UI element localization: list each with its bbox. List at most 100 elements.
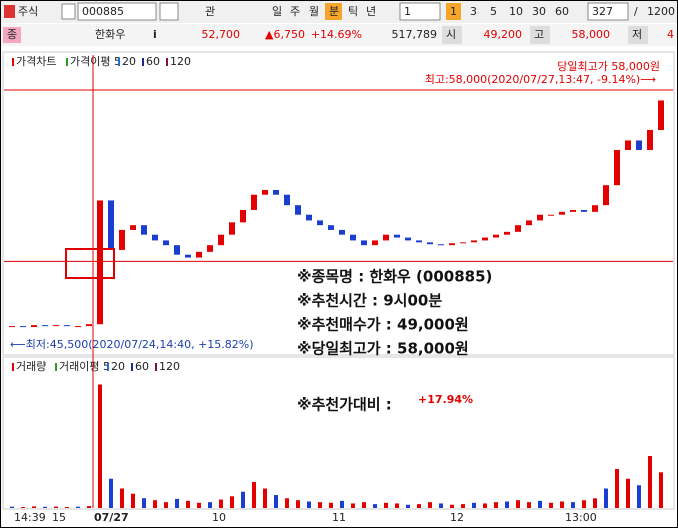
x-label: 07/27 <box>94 511 129 524</box>
count-field[interactable] <box>587 2 629 21</box>
market[interactable]: 주식 <box>18 5 38 18</box>
legend-item: 가격차트 <box>16 55 56 68</box>
candle <box>328 225 334 230</box>
legend-swatch <box>131 363 133 371</box>
search-button[interactable] <box>159 2 179 21</box>
interval-field[interactable] <box>399 2 441 21</box>
candle <box>361 240 367 246</box>
volume-bar <box>252 482 256 508</box>
candle <box>141 225 147 235</box>
candle <box>581 209 587 212</box>
high-note: 최고:58,000(2020/07/27,13:47, -9.14%)⟶ <box>425 73 657 86</box>
volume-bar <box>406 504 410 508</box>
market-icon[interactable] <box>4 5 15 18</box>
highlight-box <box>65 248 115 279</box>
volume-bar <box>648 456 652 508</box>
volume-bar <box>340 500 344 508</box>
candle <box>207 245 213 252</box>
legend-swatch <box>55 363 57 371</box>
candle <box>20 326 26 328</box>
high-title: 당일최고가 58,000원 <box>557 59 660 73</box>
x-label: 15 <box>52 511 66 524</box>
period-button[interactable]: 주 <box>290 5 300 18</box>
volume-bar <box>384 502 388 508</box>
minute-button[interactable]: 30 <box>532 5 546 18</box>
legend-swatch <box>12 363 14 371</box>
volume-bar <box>186 500 190 508</box>
volume-bar <box>417 504 421 508</box>
candle <box>449 243 455 246</box>
candle <box>614 149 620 186</box>
volume-bar <box>142 498 146 508</box>
x-label: 11 <box>332 511 346 524</box>
watch-button[interactable]: 관 <box>205 5 215 18</box>
volume-panel <box>2 356 675 510</box>
info-line: ※추천매수가 : 49,000원 <box>297 316 469 334</box>
info-button[interactable]: i <box>153 28 157 41</box>
candle <box>504 231 510 235</box>
candle <box>471 240 477 243</box>
x-label: 12 <box>450 511 464 524</box>
legend-item: 거래량 <box>16 360 46 373</box>
volume-bar <box>263 488 267 508</box>
volume-bar <box>54 506 58 508</box>
volume-bar <box>538 500 542 508</box>
volume-bar <box>549 502 553 508</box>
code[interactable]: 000885 <box>82 5 124 18</box>
period-button[interactable]: 틱 <box>348 5 358 18</box>
legend-item: 거래이평 5 <box>59 360 110 373</box>
volume-bar <box>43 506 47 508</box>
volume-bar <box>10 506 14 508</box>
legend-item: 60 <box>135 360 149 373</box>
candle <box>97 200 103 325</box>
candle <box>152 234 158 241</box>
label-box <box>442 26 462 44</box>
candle <box>163 240 169 246</box>
volume-bar <box>274 495 278 508</box>
candle <box>130 225 136 230</box>
volume-bar <box>120 488 124 508</box>
volume-bar <box>241 491 245 508</box>
candle <box>438 244 444 246</box>
minute-button[interactable]: 10 <box>509 5 523 18</box>
candle <box>317 220 323 226</box>
low-label: 저 <box>632 28 642 41</box>
volume-bar <box>296 500 300 508</box>
low-note: ⟵최저:45,500(2020/07/24,14:40, +15.82%) <box>10 338 254 351</box>
volume-bar <box>109 478 113 508</box>
volume-bar <box>472 502 476 508</box>
volume-bar <box>626 478 630 508</box>
interval[interactable]: 1 <box>404 5 411 18</box>
volume-bar <box>230 496 234 508</box>
volume-bar <box>164 502 168 508</box>
legend-item: 120 <box>159 360 180 373</box>
label-box <box>628 26 648 44</box>
candle <box>482 237 488 241</box>
candle <box>526 220 532 226</box>
minute-button[interactable]: 60 <box>555 5 569 18</box>
period-button[interactable]: 년 <box>366 5 376 18</box>
period-button[interactable]: 일 <box>272 4 282 18</box>
volume-bar <box>395 503 399 508</box>
candle <box>306 214 312 221</box>
count[interactable]: 327 <box>592 5 613 18</box>
volume-bar <box>197 502 201 508</box>
minute-button[interactable]: 5 <box>490 5 497 18</box>
candle <box>625 140 631 150</box>
volume-bar <box>461 504 465 508</box>
code-field[interactable] <box>77 2 157 21</box>
candle <box>174 245 180 255</box>
dropdown[interactable] <box>61 3 76 20</box>
candle <box>9 326 15 328</box>
volume-bar <box>604 488 608 508</box>
period-button[interactable]: 분 <box>329 5 339 18</box>
volume-bar <box>428 502 432 508</box>
minute-button[interactable]: 3 <box>470 5 477 18</box>
period-button[interactable]: 월 <box>309 5 319 18</box>
legend-item: 60 <box>146 55 160 68</box>
volume-bar <box>318 502 322 508</box>
active-minute <box>446 3 461 20</box>
minute-button[interactable]: 1 <box>450 5 457 18</box>
stock-name: 한화우 <box>95 28 125 41</box>
candle <box>592 205 598 212</box>
